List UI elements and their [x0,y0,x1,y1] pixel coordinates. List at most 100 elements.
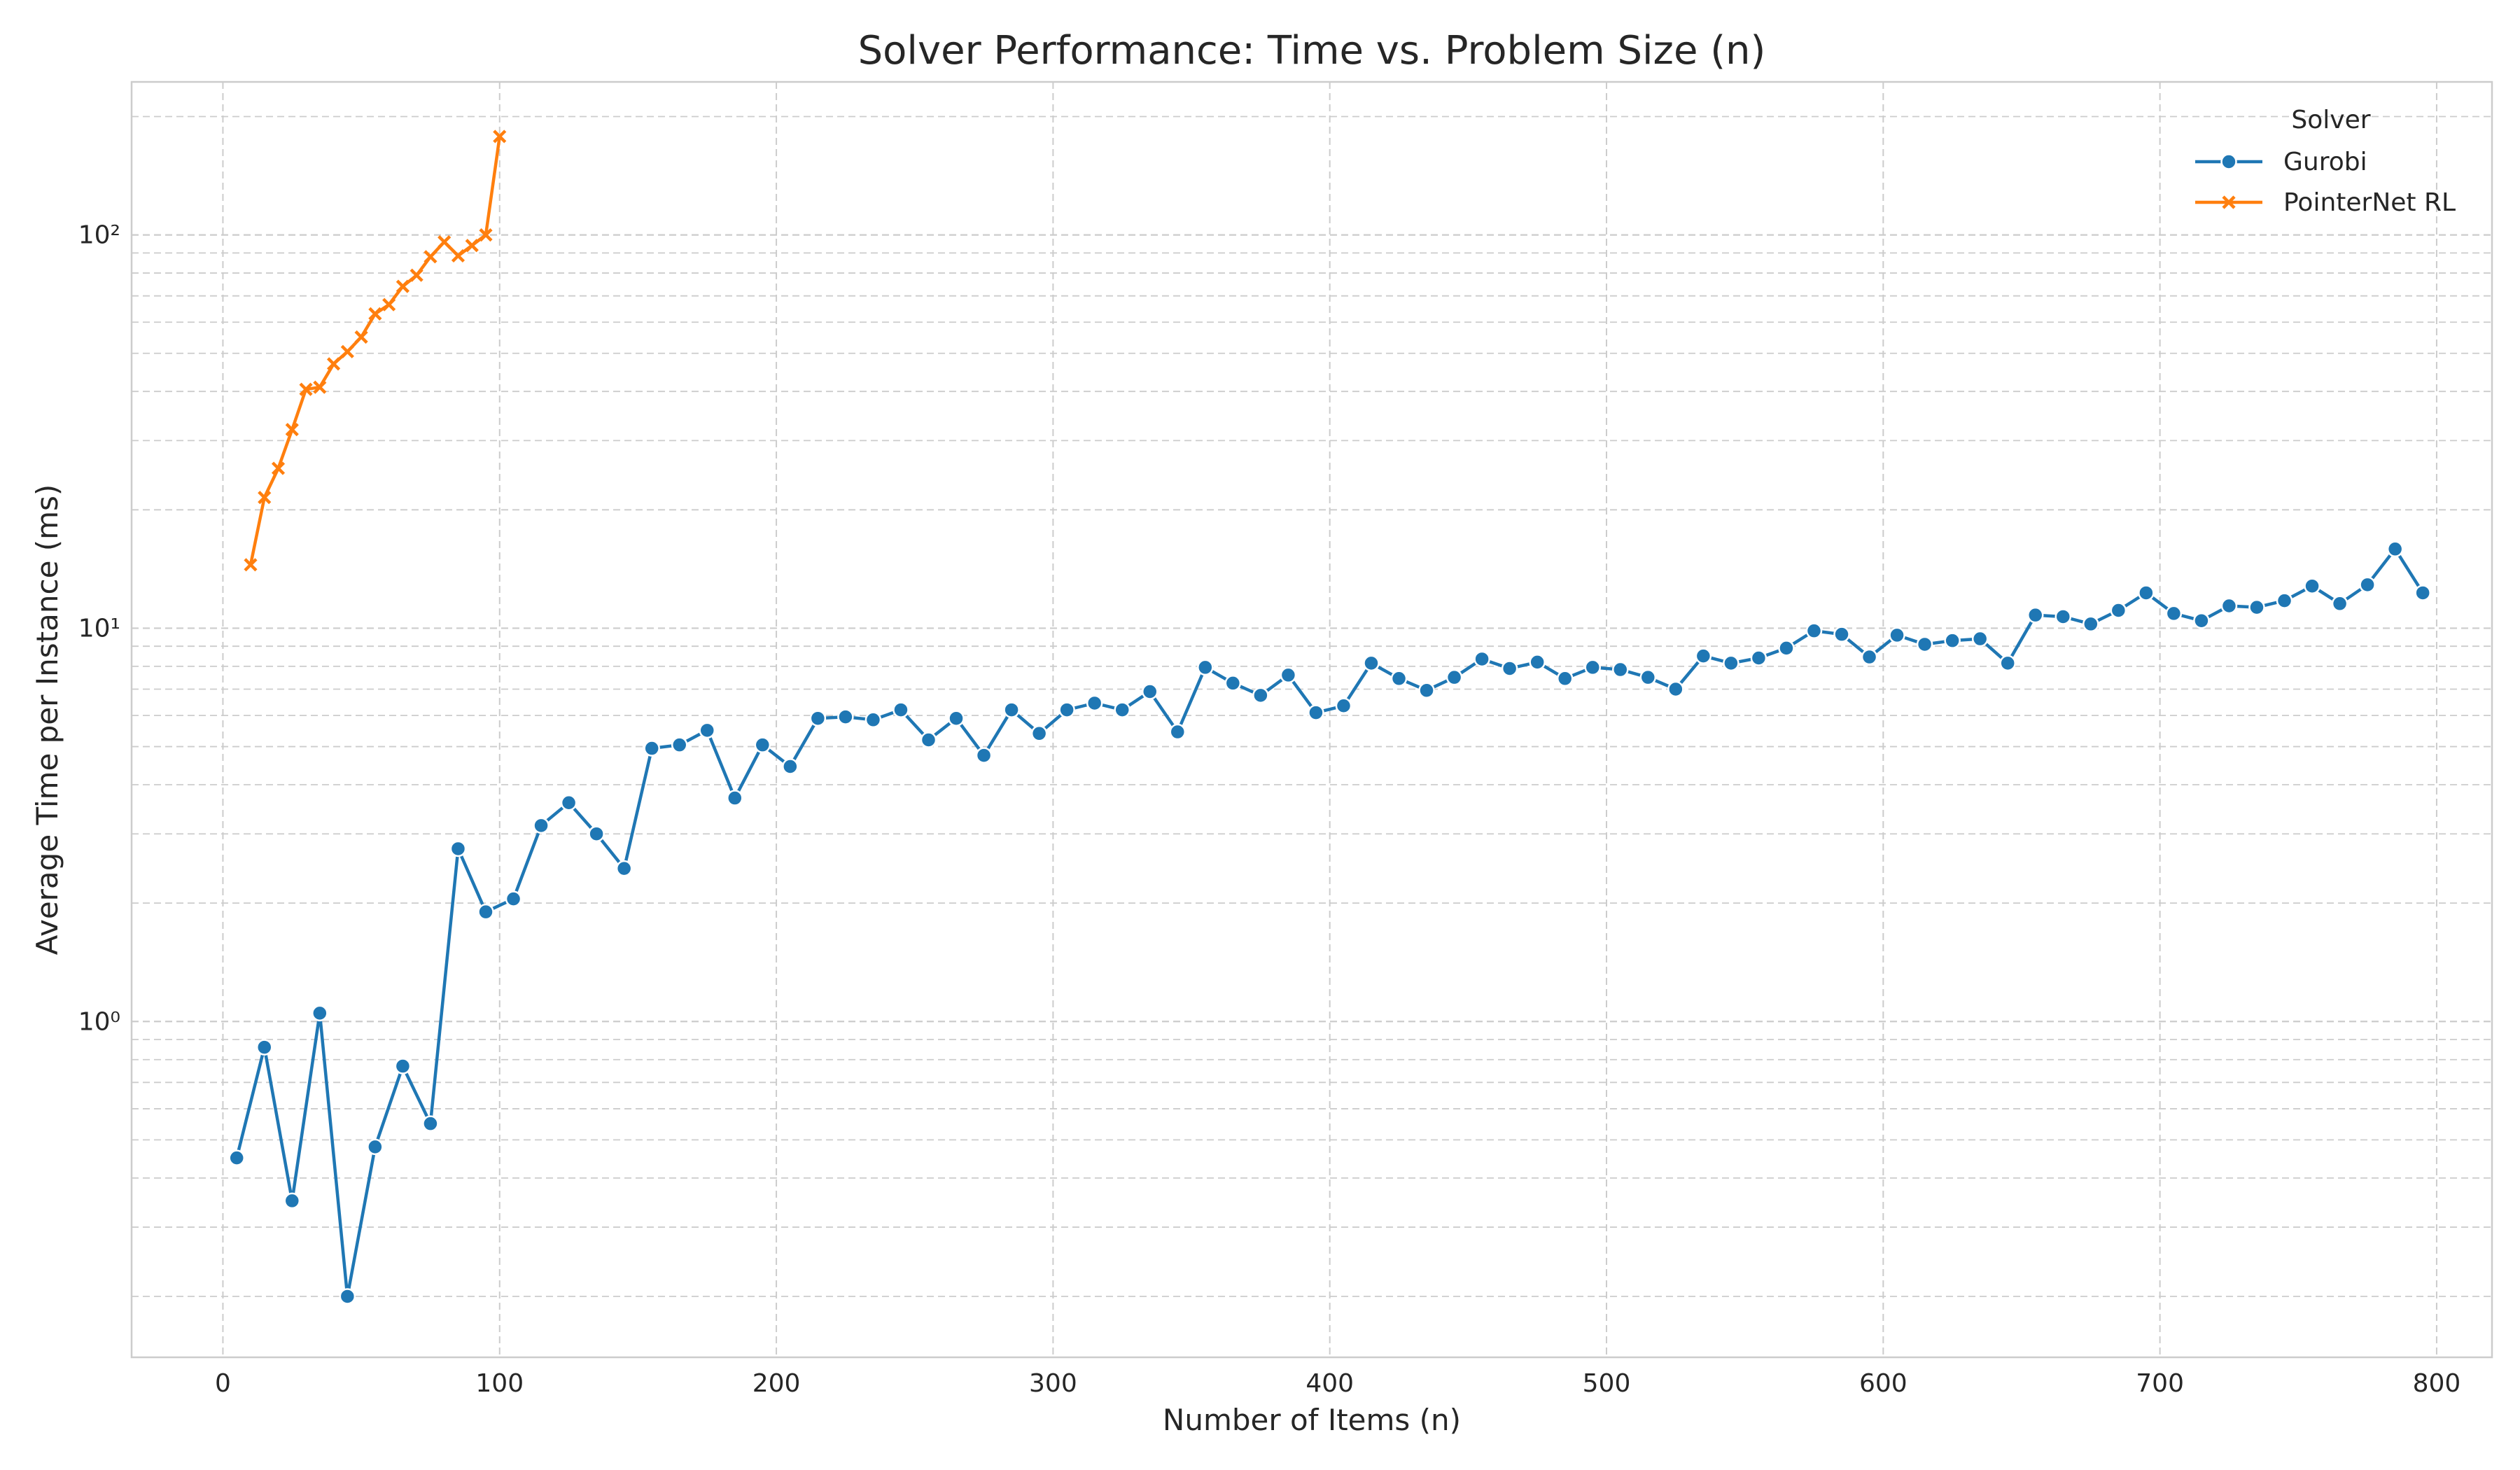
data-point [864,711,882,729]
plot-frame [130,80,2493,1359]
data-point [1474,650,1490,668]
data-point-stroke [493,130,507,144]
data-point-stroke [451,248,465,263]
data-point [1224,675,1242,692]
data-point [367,1138,384,1156]
data-point [1390,670,1408,687]
data-point [2026,606,2044,624]
data-point [1141,683,1158,700]
data-point [975,747,993,764]
data-point-stroke [396,279,410,293]
data-point [2220,153,2237,170]
data-point [1612,661,1629,678]
data-point [1750,650,1768,666]
data-point-stroke [368,307,382,321]
data-point [920,732,937,748]
data-point-stroke [479,228,493,242]
data-point [2110,602,2127,619]
data-point [948,710,965,727]
data-point [1169,723,1186,741]
data-point-stroke [313,380,327,394]
data-point [1723,654,1740,672]
data-point [258,491,272,505]
data-point [1446,668,1463,686]
data-point-stroke [326,357,341,371]
data-point [228,1149,245,1166]
series-layer [228,130,2431,1305]
data-point [699,722,715,739]
data-point [560,794,578,811]
data-point-stroke [299,382,313,396]
data-point [1889,626,1905,644]
data-point [1418,682,1435,699]
data-point-stroke [438,235,451,249]
data-point [2276,592,2293,609]
data-point [326,357,341,371]
data-point-stroke [410,268,424,282]
data-point [837,708,854,725]
data-point [615,860,633,877]
data-point [643,740,660,757]
series-pointernet-rl [244,130,507,572]
data-point [422,1115,439,1132]
x-tick-label: 200 [752,1369,801,1398]
data-point-stroke [424,250,438,264]
data-point-stroke [2222,195,2236,209]
data-point [339,1288,356,1305]
y-tick-label: 10² [78,221,120,250]
data-point [1529,654,1546,671]
y-tick-label: 10¹ [78,614,120,643]
data-point [438,235,451,249]
data-point [1805,622,1823,639]
data-point [1971,630,1989,648]
data-point [727,790,743,806]
x-axis-ticks: 0 100 200 300 400 500 600 700 800 [215,1369,2460,1398]
legend: Solver Gurobi PointerNet RL [2195,106,2456,217]
data-point-stroke [340,344,354,358]
series-gurobi [228,540,2431,1305]
data-point [1086,694,1103,712]
data-point [2054,608,2072,625]
data-point [449,840,467,858]
x-tick-label: 100 [475,1369,524,1398]
data-point [410,268,424,282]
data-point [244,558,258,572]
x-tick-label: 600 [1859,1369,1907,1398]
data-point [255,1039,273,1056]
x-tick-label: 500 [1583,1369,1631,1398]
data-point [2414,584,2431,601]
data-point [1280,666,1297,684]
data-point [368,307,382,321]
data-point [505,890,522,907]
data-point [479,228,493,242]
legend-entries: Gurobi PointerNet RL [2195,148,2456,217]
data-point [809,710,827,727]
data-point [533,817,550,834]
data-point [671,736,688,753]
data-point [1003,701,1020,718]
chart-title: Solver Performance: Time vs. Problem Siz… [858,28,1766,74]
data-point [285,423,299,437]
data-point [1833,626,1850,643]
data-point [313,380,327,394]
data-point-stroke [244,558,258,572]
data-point [2222,195,2236,209]
x-tick-label: 300 [1029,1369,1077,1398]
data-point [1197,659,1214,676]
y-tick-label: 10⁰ [78,1007,120,1036]
data-point [465,239,479,253]
data-point [1308,704,1324,721]
data-point [892,701,909,718]
data-point [1252,687,1269,704]
data-point [340,344,354,358]
data-point [1999,654,2016,672]
data-point [271,461,286,475]
data-point [312,1004,328,1022]
data-point [493,130,507,144]
data-point [1114,701,1130,718]
data-point [1861,648,1878,666]
data-point [396,279,410,293]
legend-title: Solver [2291,106,2370,134]
